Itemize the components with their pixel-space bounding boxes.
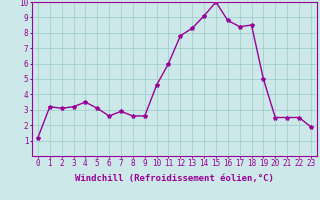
X-axis label: Windchill (Refroidissement éolien,°C): Windchill (Refroidissement éolien,°C) — [75, 174, 274, 183]
